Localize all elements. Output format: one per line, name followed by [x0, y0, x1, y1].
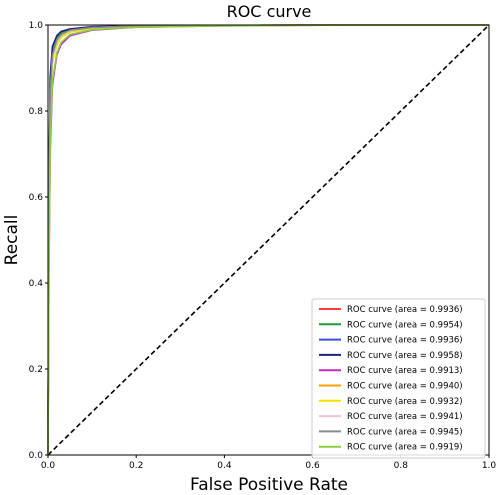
- legend-box: [311, 298, 486, 459]
- plot-frame: [47, 24, 490, 456]
- y-tick-label: 0.2: [29, 365, 43, 375]
- x-tick-label: 0.6: [305, 461, 320, 471]
- legend-label-10: ROC curve (area = 0.9919): [347, 443, 463, 453]
- x-tick-label: 1.0: [482, 461, 497, 471]
- legend-label-4: ROC curve (area = 0.9958): [347, 351, 463, 361]
- y-tick-label: 0.6: [29, 193, 44, 203]
- legend-label-5: ROC curve (area = 0.9913): [347, 366, 463, 376]
- y-axis-label: Recall: [2, 215, 22, 266]
- y-tick-label: 0.0: [29, 451, 44, 461]
- legend-label-9: ROC curve (area = 0.9945): [347, 427, 463, 437]
- chart-title: ROC curve: [227, 2, 312, 21]
- x-tick-label: 0.4: [217, 461, 232, 471]
- y-axis: 0.0 0.2 0.4 0.6 0.8 1.0: [29, 21, 48, 461]
- x-tick-label: 0.8: [394, 461, 409, 471]
- legend-label-1: ROC curve (area = 0.9936): [347, 305, 463, 315]
- legend-label-3: ROC curve (area = 0.9936): [347, 336, 463, 346]
- legend-label-8: ROC curve (area = 0.9941): [347, 412, 463, 422]
- chance-diagonal-line: [47, 24, 490, 456]
- x-axis: 0.0 0.2 0.4 0.6 0.8 1.0: [41, 455, 497, 471]
- legend-label-2: ROC curve (area = 0.9954): [347, 320, 463, 330]
- y-tick-label: 0.4: [29, 279, 44, 289]
- legend: ROC curve (area = 0.9936) ROC curve (area…: [311, 298, 486, 459]
- x-axis-label: False Positive Rate: [190, 475, 348, 495]
- roc-series-line-10: [47, 24, 489, 456]
- legend-label-7: ROC curve (area = 0.9932): [347, 397, 463, 407]
- x-tick-label: 0.2: [129, 461, 143, 471]
- y-tick-label: 0.8: [29, 107, 44, 117]
- legend-label-6: ROC curve (area = 0.9940): [347, 382, 463, 392]
- y-tick-label: 1.0: [29, 21, 44, 31]
- x-tick-label: 0.0: [41, 461, 56, 471]
